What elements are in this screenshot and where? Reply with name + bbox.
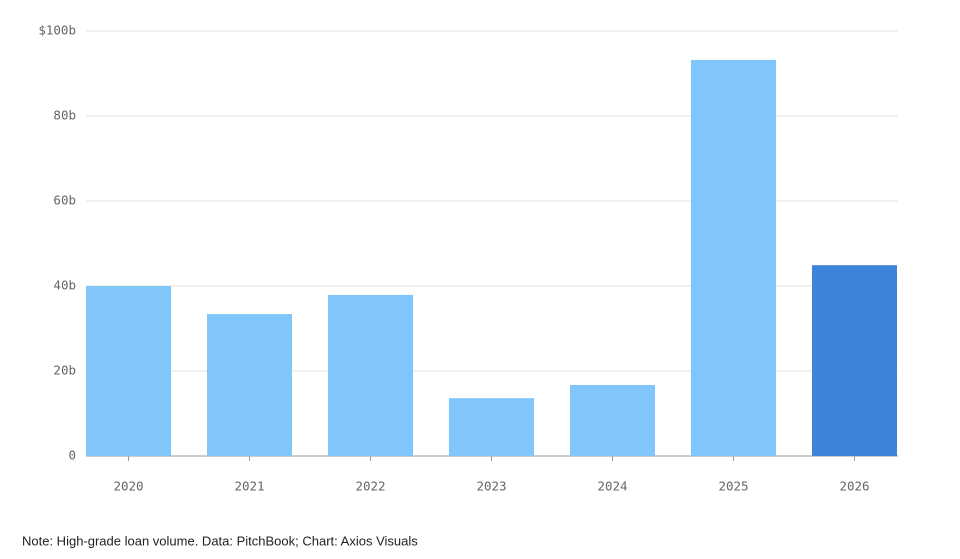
bar	[570, 385, 655, 456]
y-tick-label: 40b	[53, 278, 76, 293]
x-tick-label: 2020	[113, 479, 143, 494]
x-tick-label: 2025	[718, 479, 748, 494]
chart-note: Note: High-grade loan volume. Data: Pitc…	[22, 533, 418, 548]
bar	[86, 286, 171, 456]
x-tick-label: 2024	[597, 479, 627, 494]
bar	[691, 59, 776, 457]
bar	[207, 314, 292, 456]
bar	[812, 265, 897, 456]
y-tick-label: 60b	[53, 193, 76, 208]
y-tick-label: 80b	[53, 108, 76, 123]
x-tick-label: 2026	[839, 479, 869, 494]
y-tick-label: $100b	[38, 23, 76, 38]
x-tick-label: 2022	[355, 479, 385, 494]
x-tick-label: 2023	[476, 479, 506, 494]
y-tick-label: 0	[68, 448, 76, 463]
bar	[449, 398, 534, 456]
x-tick-label: 2021	[234, 479, 264, 494]
bar	[328, 294, 413, 456]
y-tick-label: 20b	[53, 363, 76, 378]
